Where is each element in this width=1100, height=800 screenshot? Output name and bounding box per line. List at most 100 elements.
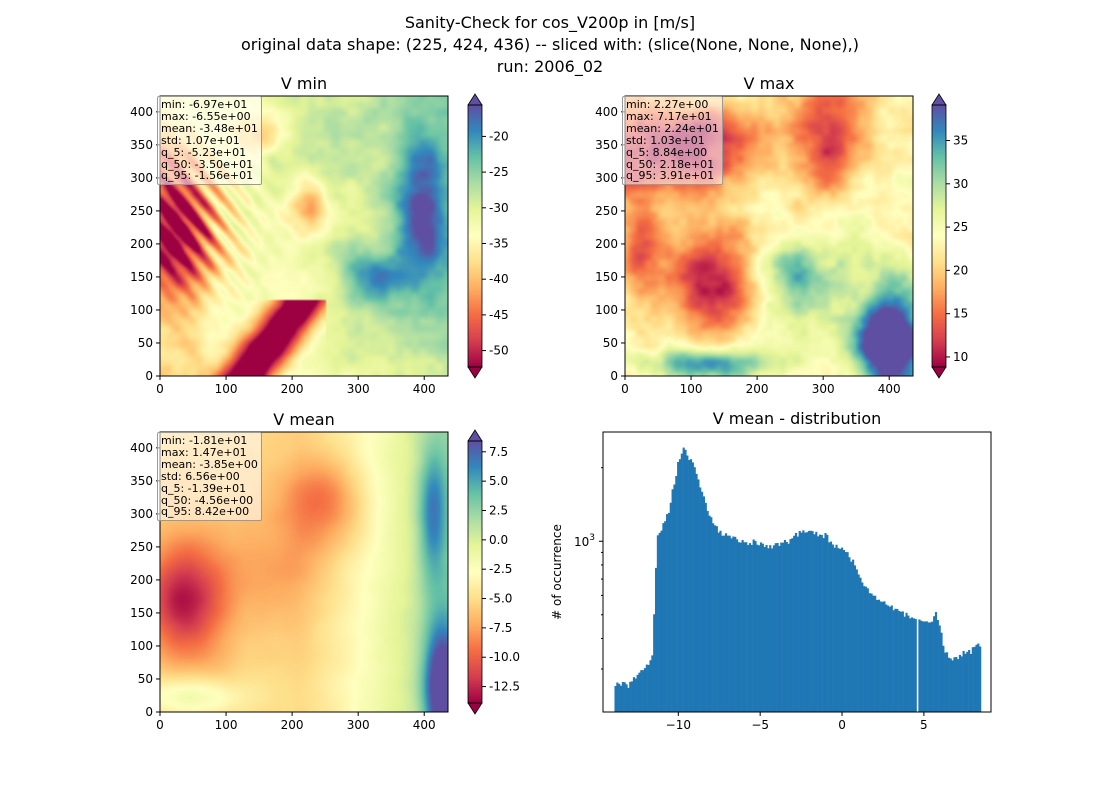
histogram-bar bbox=[796, 536, 799, 712]
histogram-bar bbox=[826, 534, 829, 712]
histogram-bar bbox=[715, 526, 718, 712]
histogram-bar bbox=[894, 608, 897, 712]
histogram-bar bbox=[627, 687, 630, 712]
axes-frame-1 bbox=[624, 95, 914, 377]
histogram-bar bbox=[614, 685, 617, 712]
histogram-bar bbox=[761, 543, 764, 712]
y-tick-label: 400 bbox=[595, 105, 618, 119]
stat-line: mean: 2.24e+01 bbox=[626, 121, 719, 135]
histogram-bar bbox=[934, 612, 938, 712]
histogram-bar bbox=[752, 539, 755, 712]
histogram-bar bbox=[732, 536, 735, 712]
histogram-bar bbox=[866, 588, 869, 712]
histogram-bar bbox=[868, 593, 871, 712]
colorbar-tick-label: 0.0 bbox=[489, 533, 508, 547]
x-tick-label: 300 bbox=[347, 718, 370, 732]
histogram-bar bbox=[616, 682, 619, 712]
histogram-bar bbox=[945, 652, 949, 712]
histogram-bar bbox=[846, 552, 849, 712]
histogram-bar bbox=[619, 685, 623, 712]
colorbar-extend-min bbox=[931, 366, 947, 379]
panel-title-0: V min bbox=[281, 74, 327, 93]
colorbar-tick-label: -40 bbox=[489, 272, 509, 286]
histogram-bar bbox=[936, 619, 939, 712]
histogram-bar bbox=[969, 653, 973, 712]
stat-line: q_95: 8.42e+00 bbox=[161, 505, 250, 519]
stat-line: q_5: -1.39e+01 bbox=[161, 481, 247, 495]
histogram-bar bbox=[745, 542, 748, 712]
colorbar-tick-label: -5.0 bbox=[489, 592, 512, 606]
histogram-bar bbox=[818, 534, 822, 712]
colorbar-tick-label: 25 bbox=[953, 220, 968, 234]
histogram-bars bbox=[614, 447, 982, 712]
histogram-bar bbox=[776, 543, 779, 712]
stat-line: min: -1.81e+01 bbox=[161, 434, 248, 447]
histogram-bar bbox=[890, 605, 893, 712]
y-tick-label: 0 bbox=[145, 705, 153, 719]
histogram-bar bbox=[649, 660, 652, 712]
histogram-bar bbox=[951, 660, 954, 712]
histogram-bar bbox=[791, 538, 794, 712]
histogram-bar bbox=[831, 544, 834, 712]
stat-line: min: -6.97e+01 bbox=[161, 98, 248, 111]
histogram-bar bbox=[947, 657, 950, 712]
histogram-bar bbox=[724, 533, 728, 712]
colorbar-frame bbox=[931, 104, 947, 368]
x-tick-label: 200 bbox=[281, 382, 304, 396]
y-tick-label: 200 bbox=[130, 237, 153, 251]
histogram-bar bbox=[712, 523, 715, 712]
y-tick-label: 0 bbox=[610, 369, 618, 383]
histogram-bar bbox=[883, 601, 886, 712]
histogram-bar bbox=[927, 622, 930, 712]
histogram-bar bbox=[723, 535, 726, 712]
histogram-bar bbox=[931, 621, 934, 712]
histogram-bar bbox=[695, 473, 698, 712]
histogram-bar bbox=[691, 462, 694, 712]
histogram-bar bbox=[944, 652, 947, 712]
y-tick-label: 150 bbox=[595, 270, 618, 284]
histogram-bar bbox=[925, 621, 928, 712]
histogram-bar bbox=[874, 595, 877, 712]
histogram-bar bbox=[914, 618, 917, 712]
y-tick-label: 250 bbox=[595, 204, 618, 218]
colorbar-tick-label: 2.5 bbox=[489, 503, 508, 517]
colorbar-tick-label: -20 bbox=[489, 129, 509, 143]
histogram-bar bbox=[910, 617, 914, 712]
colorbar-extend-min bbox=[467, 366, 483, 379]
stat-line: std: 1.03e+01 bbox=[626, 133, 705, 147]
figure-title-line2: original data shape: (225, 424, 436) -- … bbox=[241, 35, 859, 54]
colorbar-tick-label: -30 bbox=[489, 201, 509, 215]
histogram-bar bbox=[922, 621, 925, 712]
histogram-bar bbox=[719, 530, 722, 712]
histogram-bar bbox=[618, 683, 621, 712]
histogram-bar bbox=[839, 548, 842, 712]
histogram-bar bbox=[848, 557, 851, 712]
histogram-bar bbox=[647, 664, 650, 712]
y-tick-label: 50 bbox=[603, 336, 618, 350]
histogram-bar bbox=[769, 545, 772, 712]
histogram-bar bbox=[699, 487, 702, 712]
histogram-bar bbox=[840, 547, 844, 712]
histogram-bar bbox=[686, 455, 689, 712]
histogram-bar bbox=[901, 611, 904, 712]
histogram-bar bbox=[907, 615, 910, 712]
histogram-bar bbox=[793, 535, 796, 712]
y-tick-label: 250 bbox=[130, 540, 153, 554]
histogram-bar bbox=[885, 604, 888, 712]
histogram-bar bbox=[750, 544, 753, 712]
histogram-bar bbox=[675, 475, 678, 712]
histogram-bar bbox=[940, 632, 943, 712]
colorbar-tick-label: -2.5 bbox=[489, 562, 512, 576]
histogram-bar bbox=[677, 461, 680, 712]
y-axis-label: # of occurrence bbox=[550, 524, 564, 620]
histogram-bar bbox=[962, 650, 965, 712]
histogram-bar bbox=[968, 649, 971, 712]
axes-frame-2 bbox=[159, 431, 449, 713]
histogram-bar bbox=[824, 533, 827, 712]
colorbar-1 bbox=[932, 105, 946, 367]
histogram-bar bbox=[666, 514, 669, 712]
histogram-bar bbox=[953, 657, 956, 712]
histogram-bar bbox=[859, 577, 862, 712]
colorbar-2 bbox=[468, 441, 482, 703]
y-tick-label: 100 bbox=[130, 303, 153, 317]
